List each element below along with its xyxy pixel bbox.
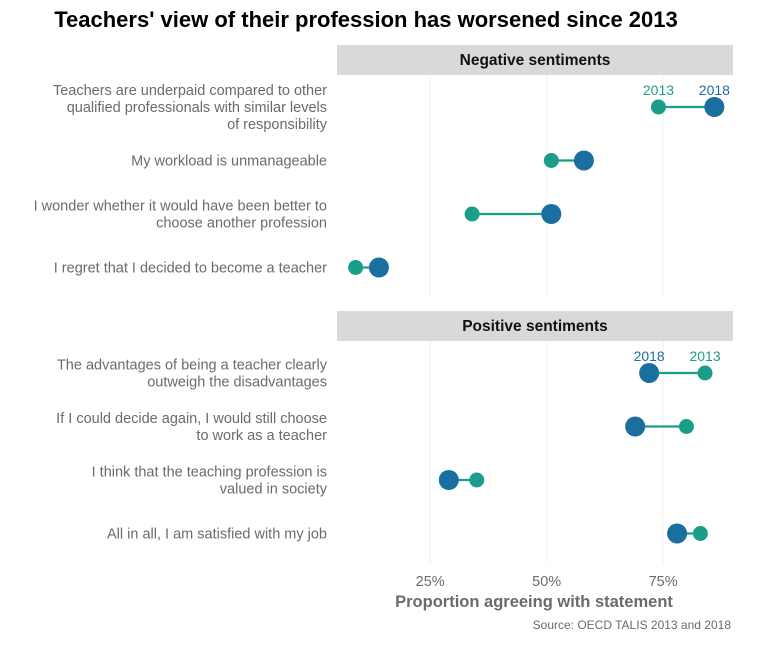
category-label: of responsibility <box>227 117 328 133</box>
point-2013 <box>692 526 708 541</box>
point-2018 <box>368 257 389 278</box>
x-axis-title: Proportion agreeing with statement <box>395 593 673 611</box>
point-2013 <box>348 260 364 275</box>
year-label-2018: 2018 <box>699 82 730 98</box>
category-label: to work as a teacher <box>196 428 327 444</box>
category-label: I think that the teaching profession is <box>92 465 327 481</box>
panel-strip-label: Negative sentiments <box>460 52 611 69</box>
panel-strip <box>337 311 733 341</box>
point-2013 <box>650 99 666 115</box>
year-label-2018: 2018 <box>634 348 665 364</box>
chart-title: Teachers' view of their profession has w… <box>54 7 678 32</box>
plot-area: Negative sentiments Teachers are underpai… <box>34 45 733 590</box>
category-label: outweigh the disadvantages <box>147 375 327 391</box>
point-2013 <box>469 472 485 488</box>
category-label: The advantages of being a teacher clearl… <box>57 358 328 374</box>
category-label: valued in society <box>220 482 328 498</box>
category-label: All in all, I am satisfied with my job <box>107 527 327 543</box>
x-tick-label: 75% <box>649 574 678 590</box>
category-label: I regret that I decided to become a teac… <box>54 261 327 277</box>
source-note: Source: OECD TALIS 2013 and 2018 <box>533 618 732 632</box>
x-tick-label: 50% <box>532 574 561 590</box>
point-2018 <box>541 204 562 224</box>
point-2013 <box>697 365 713 381</box>
point-2018 <box>625 416 646 437</box>
point-2018 <box>639 363 660 383</box>
point-2013 <box>678 419 694 434</box>
category-label: qualified professionals with similar lev… <box>67 100 327 116</box>
point-2013 <box>464 206 480 222</box>
year-label-2013: 2013 <box>689 348 720 364</box>
year-label-2013: 2013 <box>643 82 674 98</box>
point-2018 <box>438 470 459 490</box>
panel-strip <box>337 45 733 75</box>
category-label: If I could decide again, I would still c… <box>56 411 327 427</box>
point-2013 <box>543 153 559 168</box>
category-label: choose another profession <box>156 216 327 232</box>
panel-strip-label: Positive sentiments <box>462 318 608 335</box>
category-label: I wonder whether it would have been bett… <box>34 199 327 215</box>
point-2018 <box>704 97 725 117</box>
point-2018 <box>573 150 594 171</box>
point-2018 <box>667 523 688 544</box>
x-tick-label: 25% <box>416 574 445 590</box>
category-label: My workload is unmanageable <box>131 154 327 170</box>
category-label: Teachers are underpaid compared to other <box>53 83 327 99</box>
